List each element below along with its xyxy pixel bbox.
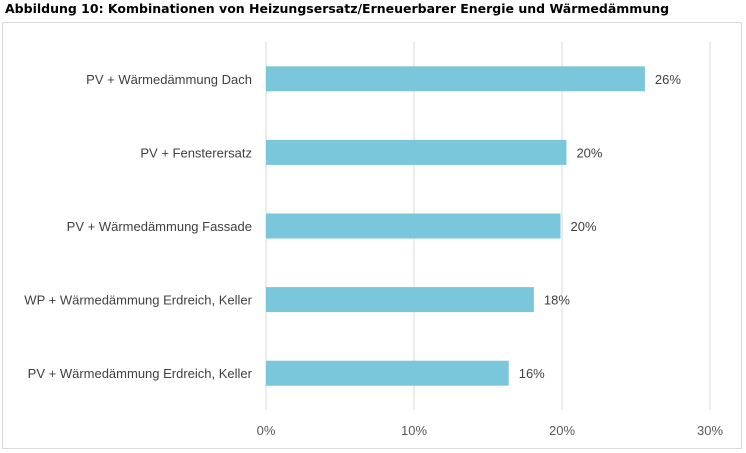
x-tick-label-3: 30%	[697, 423, 723, 438]
category-label-3: WP + Wärmedämmung Erdreich, Keller	[24, 293, 252, 308]
category-label-4: PV + Wärmedämmung Erdreich, Keller	[28, 366, 253, 381]
category-label-0: PV + Wärmedämmung Dach	[86, 72, 252, 87]
data-label-3: 18%	[544, 293, 570, 308]
x-tick-label-2: 20%	[549, 423, 575, 438]
bar-1	[266, 139, 567, 165]
data-label-1: 20%	[576, 145, 602, 160]
chart-frame	[2, 22, 742, 449]
bar-4	[266, 360, 509, 386]
data-label-2: 20%	[571, 219, 597, 234]
data-label-0: 26%	[655, 72, 681, 87]
bar-0	[266, 66, 645, 92]
bar-2	[266, 213, 561, 239]
category-label-1: PV + Fensterersatz	[140, 145, 252, 160]
data-label-4: 16%	[519, 366, 545, 381]
bar-3	[266, 287, 534, 313]
category-label-2: PV + Wärmedämmung Fassade	[67, 219, 252, 234]
x-tick-label-0: 0%	[257, 423, 276, 438]
x-tick-label-1: 10%	[401, 423, 427, 438]
figure-title: Abbildung 10: Kombinationen von Heizungs…	[5, 1, 670, 16]
